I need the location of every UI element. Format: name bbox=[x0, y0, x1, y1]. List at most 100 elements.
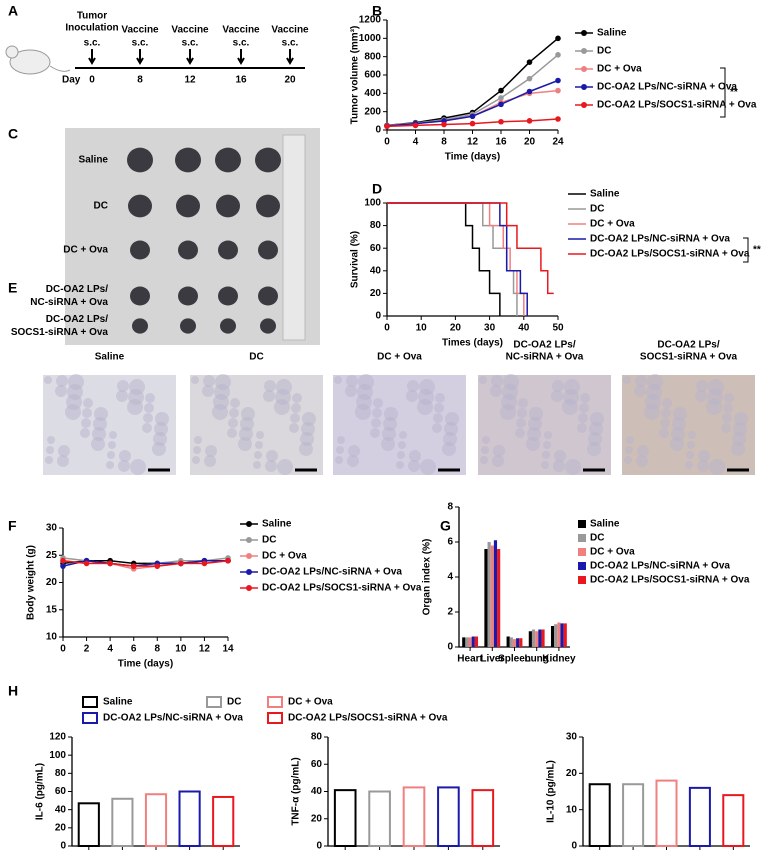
texture bbox=[227, 428, 237, 438]
day-label: Day bbox=[62, 75, 81, 86]
bar bbox=[212, 795, 235, 848]
point bbox=[498, 87, 504, 94]
tumor bbox=[216, 194, 240, 218]
panel-label: A bbox=[8, 3, 18, 19]
legend-swatch bbox=[578, 548, 586, 556]
point bbox=[555, 87, 561, 94]
texture bbox=[542, 451, 550, 459]
texture bbox=[408, 460, 420, 472]
y-tick-label: 400 bbox=[364, 88, 381, 99]
legend-label: Saline bbox=[103, 697, 133, 708]
texture bbox=[291, 403, 301, 413]
legend-marker bbox=[246, 553, 252, 559]
histology-label: DC + Ova bbox=[377, 352, 422, 363]
point bbox=[498, 118, 504, 125]
bar bbox=[722, 794, 745, 848]
texture bbox=[544, 431, 552, 439]
legend-marker bbox=[581, 102, 587, 108]
tumor bbox=[127, 147, 153, 173]
y-tick-label: 8 bbox=[447, 502, 453, 513]
texture bbox=[543, 441, 551, 449]
row-label: NC-siRNA + Ova bbox=[30, 297, 108, 308]
tumor bbox=[260, 318, 276, 334]
arrow bbox=[136, 49, 144, 65]
bar bbox=[462, 637, 466, 647]
texture bbox=[56, 375, 68, 387]
texture bbox=[490, 385, 502, 397]
tumor bbox=[130, 240, 150, 260]
texture bbox=[435, 393, 445, 403]
texture bbox=[687, 441, 695, 449]
legend-label: DC + Ova bbox=[597, 64, 642, 75]
y-tick-label: 100 bbox=[364, 198, 381, 209]
legend-swatch bbox=[578, 520, 586, 528]
y-tick-label: 200 bbox=[364, 106, 381, 117]
x-axis-label: Times (days) bbox=[442, 338, 503, 349]
survival-line bbox=[387, 202, 518, 316]
y-tick-label: 2 bbox=[447, 607, 453, 618]
texture bbox=[480, 456, 488, 464]
bar bbox=[550, 626, 555, 647]
survival-line bbox=[387, 202, 554, 295]
bar bbox=[471, 789, 495, 848]
x-tick-label: 12 bbox=[199, 644, 211, 655]
texture bbox=[696, 380, 708, 392]
texture bbox=[541, 461, 549, 469]
tumor bbox=[218, 240, 238, 260]
line bbox=[386, 79, 559, 127]
legend-label: DC-OA2 LPs/SOCS1-siRNA + Ova bbox=[590, 249, 750, 260]
texture bbox=[397, 451, 405, 459]
texture bbox=[399, 431, 407, 439]
survival-line bbox=[387, 202, 528, 316]
bar bbox=[493, 540, 498, 647]
y-tick-label: 0 bbox=[375, 311, 381, 322]
point bbox=[107, 560, 113, 567]
bar bbox=[538, 629, 542, 647]
annotation: ** bbox=[753, 245, 761, 256]
y-tick-label: 0 bbox=[316, 841, 322, 852]
y-tick-label: 30 bbox=[566, 732, 578, 743]
tumor bbox=[218, 286, 238, 306]
tumor bbox=[175, 147, 201, 173]
tumor bbox=[132, 318, 148, 334]
texture bbox=[578, 413, 588, 423]
x-tick-label: 20 bbox=[450, 323, 462, 334]
histology-label: DC bbox=[249, 352, 263, 363]
texture bbox=[264, 380, 276, 392]
histology-label: DC-OA2 LPs/ bbox=[657, 340, 719, 351]
y-tick-label: 40 bbox=[311, 786, 323, 797]
texture bbox=[47, 436, 55, 444]
texture bbox=[580, 393, 590, 403]
bar bbox=[688, 786, 711, 847]
legend-label: DC-OA2 LPs/NC-siRNA + Ova bbox=[262, 567, 402, 578]
texture bbox=[80, 428, 90, 438]
texture bbox=[81, 418, 91, 428]
legend-label: DC + Ova bbox=[262, 551, 307, 562]
texture bbox=[647, 374, 663, 390]
texture bbox=[118, 460, 130, 472]
panel-label: C bbox=[8, 126, 18, 142]
point bbox=[498, 95, 504, 101]
panel-label: D bbox=[372, 181, 382, 197]
mouse-icon bbox=[5, 45, 71, 75]
texture bbox=[254, 451, 262, 459]
survival-line bbox=[387, 202, 525, 316]
bar bbox=[512, 639, 517, 647]
legend-swatch bbox=[578, 534, 586, 542]
texture bbox=[579, 403, 589, 413]
texture bbox=[660, 418, 670, 428]
y-tick-label: 1000 bbox=[359, 33, 382, 44]
x-tick-label: 6 bbox=[131, 644, 137, 655]
point bbox=[526, 59, 533, 65]
survival-line bbox=[387, 202, 501, 316]
texture bbox=[626, 436, 634, 444]
x-axis-label: Time (days) bbox=[118, 659, 173, 670]
bar bbox=[531, 629, 536, 647]
legend-label: Saline bbox=[590, 519, 620, 530]
tumor bbox=[180, 318, 196, 334]
texture bbox=[564, 379, 580, 395]
texture bbox=[482, 436, 490, 444]
texture bbox=[117, 380, 129, 392]
texture bbox=[673, 407, 687, 421]
row-label: DC + Ova bbox=[63, 245, 108, 256]
